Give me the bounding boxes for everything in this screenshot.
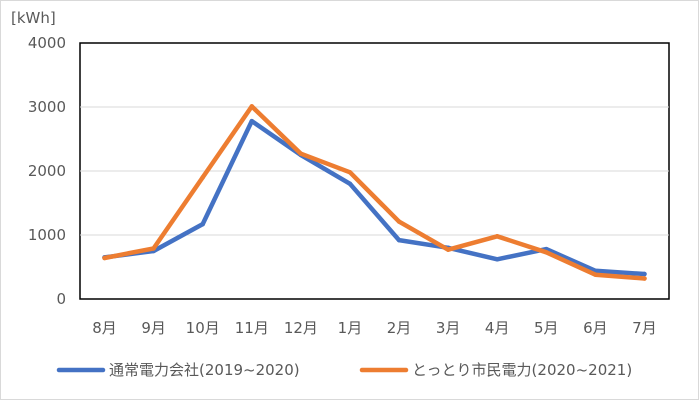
series-line-1 [102, 118, 647, 277]
data-point [494, 257, 500, 262]
y-axis-ticks: 0 1000 2000 3000 4000 [28, 34, 66, 308]
x-tick-label: 7月 [632, 319, 657, 337]
y-tick-label: 3000 [28, 98, 66, 116]
x-axis-ticks: 8月 9月 10月 11月 12月 1月 2月 3月 4月 5月 6月 7月 [92, 319, 656, 337]
grid-lines [80, 106, 669, 236]
legend-label: 通常電力会社(2019~2020) [109, 361, 300, 379]
y-tick-label: 1000 [28, 226, 66, 244]
x-tick-label: 10月 [186, 319, 220, 337]
data-point [396, 219, 402, 224]
data-point [298, 151, 304, 156]
x-tick-label: 2月 [387, 319, 412, 337]
series-line-2 [102, 104, 647, 281]
x-tick-label: 4月 [485, 319, 510, 337]
data-point [151, 246, 156, 251]
y-tick-label: 4000 [28, 34, 66, 52]
x-tick-label: 1月 [338, 319, 363, 337]
legend-label: とっとり市民電力(2020~2021) [412, 361, 632, 379]
data-point [102, 255, 107, 261]
x-tick-label: 6月 [583, 319, 608, 337]
data-point [593, 272, 598, 277]
y-tick-label: 0 [56, 290, 66, 308]
data-point [347, 170, 353, 175]
data-point [396, 237, 402, 243]
data-point [347, 181, 353, 187]
x-tick-label: 3月 [436, 319, 461, 337]
data-point [445, 247, 451, 252]
x-tick-label: 12月 [284, 319, 318, 337]
data-point [642, 271, 647, 277]
legend: 通常電力会社(2019~2020) とっとり市民電力(2020~2021) [56, 361, 632, 379]
series-lines [102, 104, 647, 281]
y-tick-label: 2000 [28, 162, 66, 180]
data-point [642, 276, 647, 281]
data-point [249, 118, 255, 124]
data-point [249, 104, 255, 109]
y-axis-unit-label: [kWh] [11, 9, 56, 27]
x-tick-label: 11月 [235, 319, 269, 337]
data-point [544, 250, 549, 255]
x-tick-label: 5月 [534, 319, 559, 337]
data-point [200, 221, 205, 227]
data-point [494, 234, 500, 239]
x-tick-label: 8月 [92, 319, 117, 337]
data-point [200, 175, 205, 180]
x-tick-label: 9月 [141, 319, 166, 337]
